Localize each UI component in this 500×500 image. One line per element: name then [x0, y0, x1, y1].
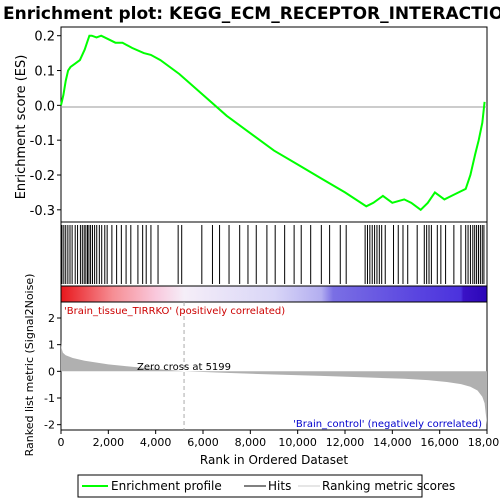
es-y-axis-label: Enrichment score (ES): [14, 55, 29, 200]
es-y-tick-label: 0.1: [34, 65, 55, 80]
chart-title: Enrichment plot: KEGG_ECM_RECEPTOR_INTER…: [3, 4, 500, 24]
x-tick-label: 18,000: [468, 436, 500, 449]
metric-y-tick-label: -1: [44, 392, 55, 405]
hits-group: [61, 225, 485, 284]
es-y-axis: 0.2 0.1 0.0 -0.1 -0.2 -0.3: [30, 30, 61, 219]
legend-label-metric: Ranking metric scores: [322, 479, 455, 493]
x-tick-label: 14,000: [373, 436, 412, 449]
zero-cross-label: Zero cross at 5199: [137, 362, 231, 373]
metric-y-tick-label: 0: [48, 365, 55, 378]
enrichment-profile-line: [60, 34, 486, 212]
x-tick-label: 10,000: [278, 436, 317, 449]
metric-y-tick-label: 2: [48, 312, 55, 325]
hits-panel-frame: [60, 221, 488, 287]
x-tick-label: 2,000: [93, 436, 125, 449]
metric-y-axis-label: Ranked list metric (Signal2Noise): [23, 274, 36, 457]
legend-label-enrichment: Enrichment profile: [111, 479, 222, 493]
negative-class-label: 'Brain_control' (negatively correlated): [293, 419, 482, 430]
legend-label-hits: Hits: [268, 479, 291, 493]
x-tick-label: 0: [58, 436, 65, 449]
x-axis: 0 2,000 4,000 6,000 8,000 10,000 12,000 14,000 1…: [58, 430, 500, 449]
x-tick-label: 12,000: [326, 436, 365, 449]
positive-class-label: 'Brain_tissue_TIRRKO' (positively correl…: [64, 306, 285, 317]
x-axis-label: Rank in Ordered Dataset: [200, 453, 348, 467]
x-tick-label: 4,000: [140, 436, 172, 449]
es-y-tick-label: -0.1: [30, 134, 55, 149]
metric-y-tick-label: 1: [48, 339, 55, 352]
es-y-tick-label: 0.0: [34, 99, 55, 114]
es-y-tick-label: -0.3: [30, 204, 55, 219]
metric-panel-frame: [60, 301, 488, 431]
x-tick-label: 6,000: [187, 436, 219, 449]
es-y-tick-label: 0.2: [34, 30, 55, 45]
x-tick-label: 16,000: [420, 436, 459, 449]
es-y-tick-label: -0.2: [30, 169, 55, 184]
x-tick-label: 8,000: [235, 436, 267, 449]
ranking-gradient-bar: [60, 285, 488, 303]
es-panel-frame: [60, 26, 488, 223]
metric-y-axis: 2 1 0 -1 -2: [44, 312, 61, 432]
metric-y-tick-label: -2: [44, 419, 55, 432]
